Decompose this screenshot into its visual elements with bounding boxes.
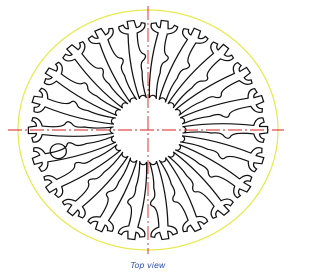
fin — [140, 19, 178, 100]
fin — [118, 160, 156, 241]
fin — [86, 154, 145, 236]
page: Top view (() => { const data = JSON.pars… — [0, 0, 286, 279]
fin — [151, 25, 210, 107]
fin — [29, 127, 118, 173]
fin — [139, 160, 178, 241]
caption: Top view — [131, 261, 166, 270]
fin — [177, 87, 266, 133]
drawing: Top view — [0, 0, 286, 279]
fin — [118, 19, 157, 100]
